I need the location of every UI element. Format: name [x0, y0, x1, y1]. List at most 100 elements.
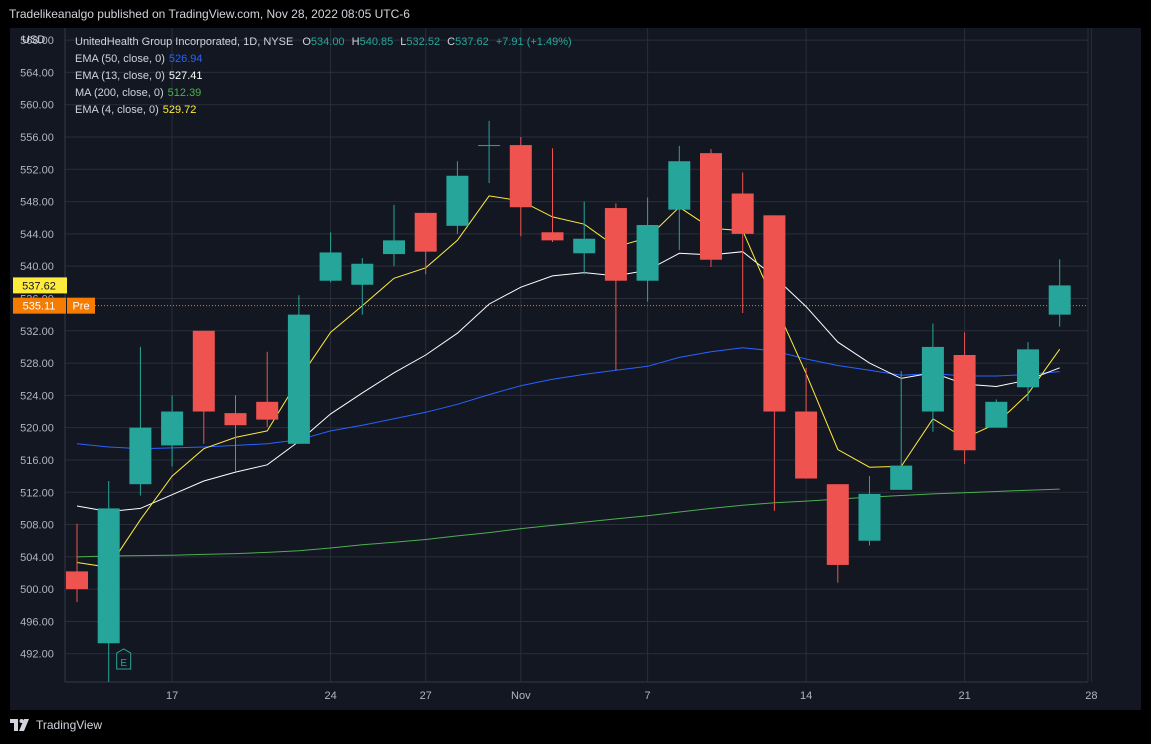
- y-tick-label: 532.00: [20, 326, 54, 338]
- candle: [319, 232, 342, 283]
- footer-bar: TradingView: [0, 710, 1151, 744]
- premarket-tag-box: [67, 297, 95, 314]
- y-tick-label: 544.00: [20, 229, 54, 241]
- candle: [731, 172, 754, 314]
- x-tick-label: 17: [166, 690, 178, 702]
- y-tick-label: 552.00: [20, 164, 54, 176]
- candles: [66, 120, 1071, 682]
- candle-body: [763, 215, 786, 412]
- x-tick-label: 27: [420, 690, 432, 702]
- candle: [858, 476, 881, 546]
- ema13-line: [76, 251, 1060, 513]
- candle-body: [604, 208, 627, 281]
- candle-body: [414, 212, 437, 252]
- candle-body: [953, 355, 976, 451]
- candle-body: [287, 314, 310, 444]
- candle: [509, 137, 532, 237]
- y-tick-label: 492.00: [20, 649, 54, 661]
- candle-body: [446, 175, 469, 226]
- publisher-line: Tradelikeanalgo published on TradingView…: [9, 7, 410, 21]
- y-tick-label: 504.00: [20, 552, 54, 564]
- open-value: 534.00: [310, 36, 345, 48]
- candle: [1017, 342, 1039, 402]
- high-value: 540.85: [359, 36, 394, 48]
- candle: [921, 323, 944, 432]
- candle-body: [700, 153, 722, 260]
- candle-body: [256, 401, 279, 420]
- candle: [1048, 259, 1071, 327]
- x-tick-label: 28: [1085, 690, 1097, 702]
- candle: [668, 145, 691, 251]
- legend-ema13: EMA (13, close, 0) 527.41: [75, 68, 572, 85]
- last-price-value: 537.62: [22, 280, 56, 292]
- tradingview-logo[interactable]: TradingView: [10, 718, 102, 732]
- ema13-label: EMA (13, close, 0): [75, 70, 165, 82]
- y-tick-label: 560.00: [20, 100, 54, 112]
- candle-body: [795, 411, 818, 479]
- y-tick-label: 496.00: [20, 616, 54, 628]
- candle: [953, 332, 976, 464]
- ma200-line: [76, 488, 1060, 558]
- ema50-value: 526.94: [168, 53, 203, 65]
- candle: [66, 523, 88, 603]
- ma200-label: MA (200, close, 0): [75, 87, 164, 99]
- ema50-label: EMA (50, close, 0): [75, 53, 165, 65]
- ema4-value: 529.72: [162, 104, 197, 116]
- open-label: O: [302, 36, 311, 48]
- candle: [192, 330, 215, 444]
- price-chart[interactable]: 492.00 496.00 500.00 504.00 508.00 512.00 516.…: [10, 28, 1141, 710]
- candle: [478, 120, 501, 184]
- legend-ema4: EMA (4, close, 0) 529.72: [75, 102, 572, 119]
- y-tick-label: 520.00: [20, 423, 54, 435]
- candle-body: [573, 238, 596, 254]
- tradingview-brand: TradingView: [36, 718, 103, 732]
- premarket-price-value: 535.11: [23, 301, 56, 313]
- last-price-box: [13, 277, 67, 294]
- ma200-value: 512.39: [167, 87, 202, 99]
- y-tick-label: 524.00: [20, 390, 54, 402]
- candle: [161, 395, 184, 467]
- tradingview-logo-icon: [10, 719, 29, 731]
- candle-body: [668, 161, 691, 210]
- y-tick-label: 516.00: [20, 455, 54, 467]
- candle-body: [478, 145, 501, 147]
- y-tick-label: 512.00: [20, 487, 54, 499]
- y-tick-label: 508.00: [20, 520, 54, 532]
- y-tick-label: 568.00: [20, 35, 54, 47]
- y-tick-label: 540.00: [20, 261, 54, 273]
- y-tick-label: 556.00: [20, 132, 54, 144]
- x-tick-label: 24: [324, 690, 336, 702]
- candle-body: [192, 330, 215, 412]
- candle: [97, 480, 120, 682]
- candle-body: [319, 252, 342, 281]
- legend-ema50: EMA (50, close, 0) 526.94: [75, 51, 572, 68]
- close-value: 537.62: [455, 36, 489, 48]
- candle-body: [985, 401, 1008, 428]
- low-label: L: [400, 36, 407, 48]
- candle: [890, 371, 913, 490]
- x-tick-label: Nov: [511, 690, 531, 702]
- candle-body: [383, 240, 405, 255]
- symbol-row: UnitedHealth Group Incorporated, 1D, NYS…: [75, 34, 572, 51]
- earnings-marker-label: E: [120, 658, 127, 669]
- y-tick-label: 500.00: [20, 584, 54, 596]
- candle-body: [1017, 349, 1039, 388]
- candle-body: [731, 193, 754, 234]
- candle-body: [509, 145, 532, 208]
- high-label: H: [351, 36, 360, 48]
- earnings-marker: E: [116, 648, 132, 670]
- ema50-line: [76, 347, 1060, 450]
- legend-ma200: MA (200, close, 0) 512.39: [75, 85, 572, 102]
- candle: [224, 395, 247, 472]
- candle-body: [129, 427, 152, 485]
- candle-body: [161, 411, 184, 446]
- candle-body: [921, 346, 944, 412]
- candle: [795, 367, 818, 479]
- candle: [446, 161, 469, 234]
- earnings-marker-shape: [116, 648, 132, 670]
- change-value: +7.91 (+1.49%): [495, 36, 572, 48]
- candle: [763, 215, 786, 511]
- candle-body: [826, 484, 849, 565]
- candle-body: [1048, 285, 1071, 315]
- candle-body: [636, 225, 659, 281]
